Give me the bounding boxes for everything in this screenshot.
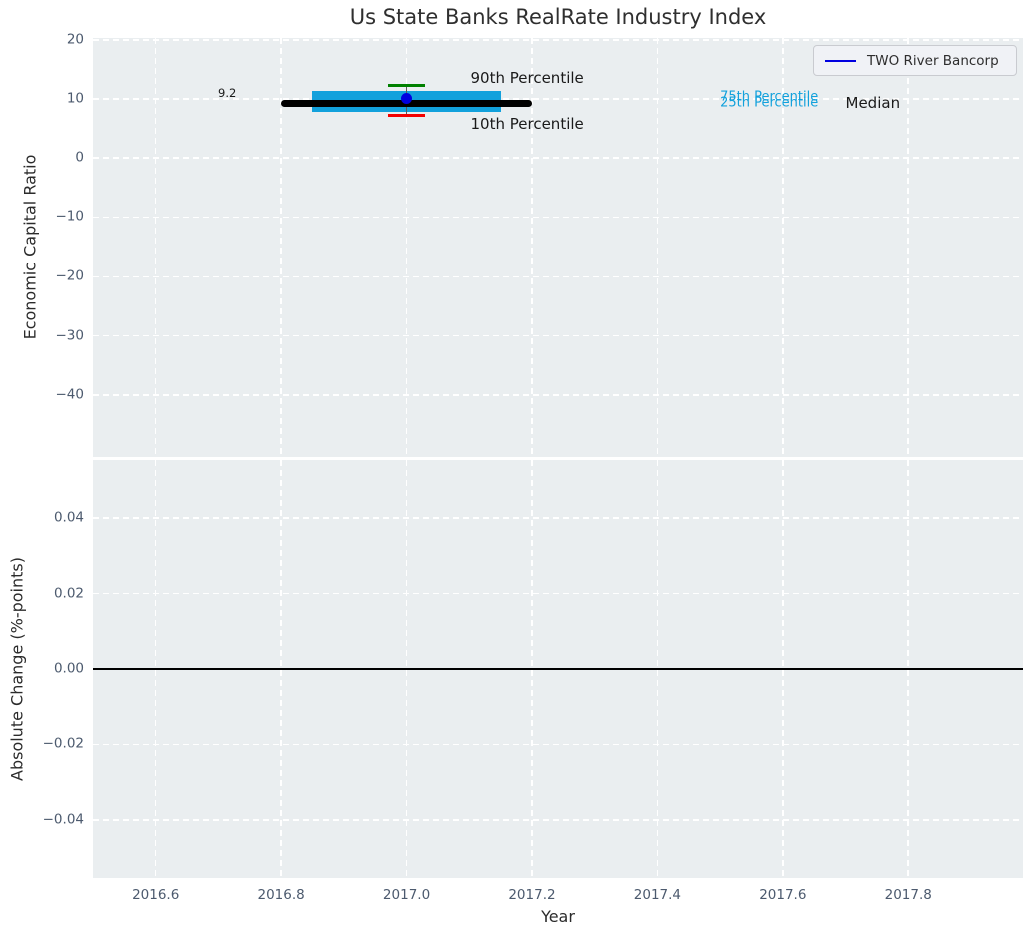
annotation: 25th Percentile [720, 95, 819, 111]
y-tick-label: −20 [55, 268, 85, 285]
y-tick-label: 0.00 [53, 660, 84, 677]
horizontal-gridline [93, 275, 1023, 278]
y-tick-label: 10 [66, 90, 84, 107]
y-tick-label: −10 [55, 208, 85, 225]
zero-line [93, 668, 1023, 670]
x-axis-label: Year [541, 907, 575, 926]
x-tick-label: 2016.6 [132, 887, 180, 903]
y-tick-label: −30 [55, 327, 85, 344]
horizontal-gridline [93, 216, 1023, 219]
x-tick-label: 2017.8 [884, 887, 932, 903]
annotation: 90th Percentile [470, 68, 584, 87]
y-tick-label: −40 [55, 386, 85, 403]
top-y-axis-label: Economic Capital Ratio [20, 154, 40, 340]
horizontal-gridline [93, 743, 1023, 746]
legend-line-sample-icon [825, 59, 856, 62]
vertical-gridline [531, 38, 533, 457]
median-line [281, 100, 532, 108]
vertical-gridline [907, 38, 909, 457]
vertical-gridline [280, 38, 282, 457]
vertical-gridline [154, 38, 157, 457]
y-tick-label: −0.02 [42, 736, 84, 753]
x-tick-label: 2016.8 [257, 887, 305, 903]
x-tick-label: 2017.0 [382, 887, 431, 903]
horizontal-gridline [93, 98, 1023, 100]
plot-area-0 [93, 38, 1023, 457]
chart-title: Us State Banks RealRate Industry Index [349, 5, 767, 29]
horizontal-gridline [93, 334, 1023, 337]
y-tick-label: −0.04 [42, 811, 84, 828]
legend-entry-label: TWO River Bancorp [867, 52, 999, 69]
p90-whisker-tick [388, 84, 426, 88]
horizontal-gridline [93, 157, 1023, 159]
annotation: Median [845, 94, 901, 113]
horizontal-gridline [93, 394, 1023, 396]
vertical-gridline [405, 38, 408, 457]
legend-box: TWO River Bancorp [813, 45, 1017, 76]
annotation: 75th Percentile [720, 89, 819, 105]
y-tick-label: 0 [75, 149, 84, 166]
y-tick-label: 0.02 [53, 585, 84, 602]
horizontal-gridline [93, 592, 1023, 595]
y-tick-label: 20 [66, 31, 84, 48]
horizontal-gridline [93, 819, 1023, 821]
annotation: 9.2 [218, 86, 237, 101]
horizontal-gridline [93, 517, 1023, 519]
y-tick-label: 0.04 [53, 509, 84, 526]
horizontal-gridline [93, 39, 1023, 41]
vertical-gridline [656, 38, 659, 457]
annotation: 10th Percentile [470, 114, 584, 133]
vertical-gridline [782, 38, 784, 457]
bottom-y-axis-label: Absolute Change (%-points) [7, 557, 27, 781]
company-dot [401, 92, 413, 104]
x-tick-label: 2017.4 [633, 887, 682, 903]
x-tick-label: 2017.2 [508, 887, 556, 903]
p10-whisker-tick [388, 114, 426, 118]
x-tick-label: 2017.6 [759, 887, 807, 903]
